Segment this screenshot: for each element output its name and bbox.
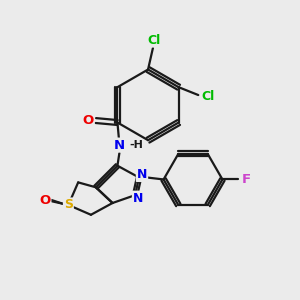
Text: N: N [133, 192, 143, 205]
Text: O: O [82, 114, 94, 127]
Text: N: N [114, 139, 125, 152]
Text: N: N [137, 168, 147, 181]
Text: S: S [64, 199, 73, 212]
Text: O: O [39, 194, 50, 207]
Text: Cl: Cl [147, 34, 161, 46]
Text: -H: -H [129, 140, 143, 150]
Text: Cl: Cl [202, 91, 215, 103]
Text: F: F [242, 173, 250, 186]
